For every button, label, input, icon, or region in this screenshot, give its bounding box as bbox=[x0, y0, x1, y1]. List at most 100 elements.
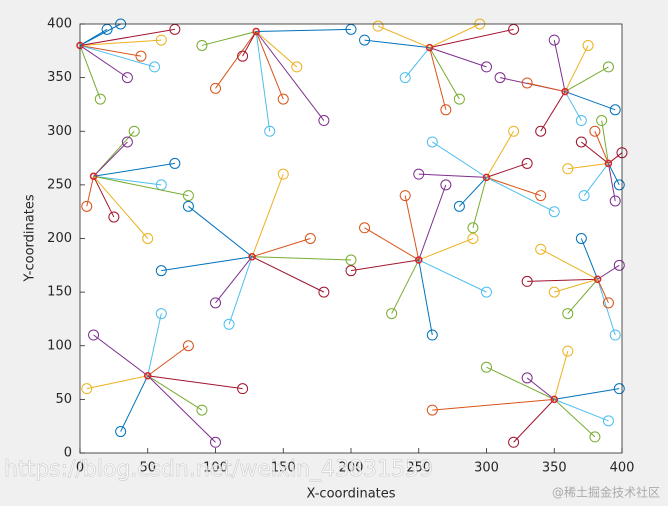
y-axis-label: Y-coordinates bbox=[23, 194, 38, 282]
marks bbox=[76, 18, 628, 448]
link-line bbox=[215, 31, 257, 89]
link-line bbox=[79, 44, 142, 57]
data-point bbox=[94, 93, 106, 105]
data-point bbox=[426, 404, 438, 416]
link-line bbox=[564, 66, 609, 93]
link-line bbox=[553, 39, 566, 92]
data-point bbox=[121, 136, 133, 148]
link-line bbox=[377, 25, 430, 49]
link-line bbox=[391, 259, 420, 314]
link-line bbox=[540, 91, 566, 132]
link-line bbox=[554, 388, 620, 400]
data-point bbox=[345, 265, 357, 277]
data-point bbox=[609, 104, 621, 116]
data-point bbox=[453, 93, 465, 105]
link-line bbox=[255, 31, 298, 68]
data-point bbox=[149, 61, 161, 73]
link-line bbox=[459, 177, 487, 207]
link-line bbox=[215, 256, 253, 304]
link-line bbox=[564, 45, 589, 92]
data-point bbox=[121, 72, 133, 84]
x-axis-label: X-coordinates bbox=[306, 487, 395, 502]
link-line bbox=[432, 141, 487, 178]
data-point bbox=[108, 211, 120, 223]
data-point bbox=[196, 39, 208, 51]
link-line bbox=[228, 256, 253, 325]
data-point bbox=[237, 50, 249, 62]
data-point bbox=[508, 436, 520, 448]
cluster-center bbox=[415, 256, 423, 264]
y-tick-label: 50 bbox=[55, 392, 72, 407]
data-point bbox=[81, 200, 93, 212]
data-point bbox=[399, 72, 411, 84]
data-point bbox=[481, 61, 492, 73]
data-point bbox=[609, 195, 621, 207]
cluster-center bbox=[561, 87, 569, 96]
cluster-center bbox=[482, 173, 491, 182]
link-line bbox=[251, 256, 325, 293]
link-line bbox=[251, 238, 311, 258]
data-point bbox=[521, 157, 533, 169]
cluster-center bbox=[248, 252, 256, 261]
cluster-center bbox=[593, 275, 602, 284]
data-point bbox=[440, 179, 452, 191]
link-line bbox=[79, 44, 155, 68]
data-point bbox=[589, 431, 601, 443]
link-line bbox=[429, 28, 514, 49]
cluster-center bbox=[89, 172, 98, 181]
data-point bbox=[277, 168, 289, 180]
link-line bbox=[147, 375, 243, 390]
link-line bbox=[79, 28, 175, 46]
link-line bbox=[404, 195, 420, 261]
data-point bbox=[155, 265, 167, 277]
data-point bbox=[548, 34, 560, 46]
data-point bbox=[264, 125, 276, 137]
data-point bbox=[494, 72, 506, 84]
data-point bbox=[613, 179, 625, 191]
link-line bbox=[93, 175, 162, 186]
link-line bbox=[161, 256, 253, 272]
data-point bbox=[562, 345, 574, 357]
link-line bbox=[350, 259, 419, 272]
link-line bbox=[486, 176, 555, 213]
link-line bbox=[93, 175, 189, 197]
cluster-center bbox=[604, 159, 613, 168]
link-line bbox=[120, 375, 149, 432]
link-line bbox=[513, 399, 555, 443]
link-line bbox=[255, 31, 271, 132]
data-point bbox=[467, 233, 479, 244]
data-point bbox=[521, 77, 533, 89]
data-point bbox=[359, 222, 371, 234]
x-tick-label: 200 bbox=[339, 461, 364, 476]
link-line bbox=[432, 398, 555, 411]
data-point bbox=[481, 286, 492, 298]
link-line bbox=[581, 141, 609, 164]
y-tick-label: 100 bbox=[47, 338, 72, 353]
data-point bbox=[521, 275, 533, 287]
data-point bbox=[169, 157, 181, 169]
link-line bbox=[93, 162, 175, 177]
link-line bbox=[527, 82, 566, 93]
data-point bbox=[291, 61, 303, 73]
data-point bbox=[582, 39, 594, 51]
data-point bbox=[562, 308, 574, 320]
y-tick-label: 250 bbox=[47, 177, 72, 192]
link-line bbox=[364, 227, 420, 261]
link-line bbox=[404, 47, 430, 78]
link-line bbox=[597, 264, 620, 280]
data-point bbox=[535, 190, 547, 202]
link-line bbox=[79, 23, 121, 46]
data-point bbox=[575, 233, 587, 244]
data-point bbox=[142, 233, 154, 244]
y-tick-label: 150 bbox=[47, 285, 72, 300]
link-line bbox=[188, 205, 253, 258]
data-point bbox=[345, 254, 357, 266]
data-point bbox=[182, 340, 194, 352]
data-point bbox=[210, 436, 221, 448]
link-line bbox=[472, 177, 487, 228]
link-line bbox=[418, 173, 487, 178]
data-point bbox=[609, 329, 621, 341]
link-line bbox=[594, 131, 609, 164]
watermark: @稀土掘金技术社区 bbox=[552, 485, 660, 500]
link-line bbox=[418, 259, 433, 336]
